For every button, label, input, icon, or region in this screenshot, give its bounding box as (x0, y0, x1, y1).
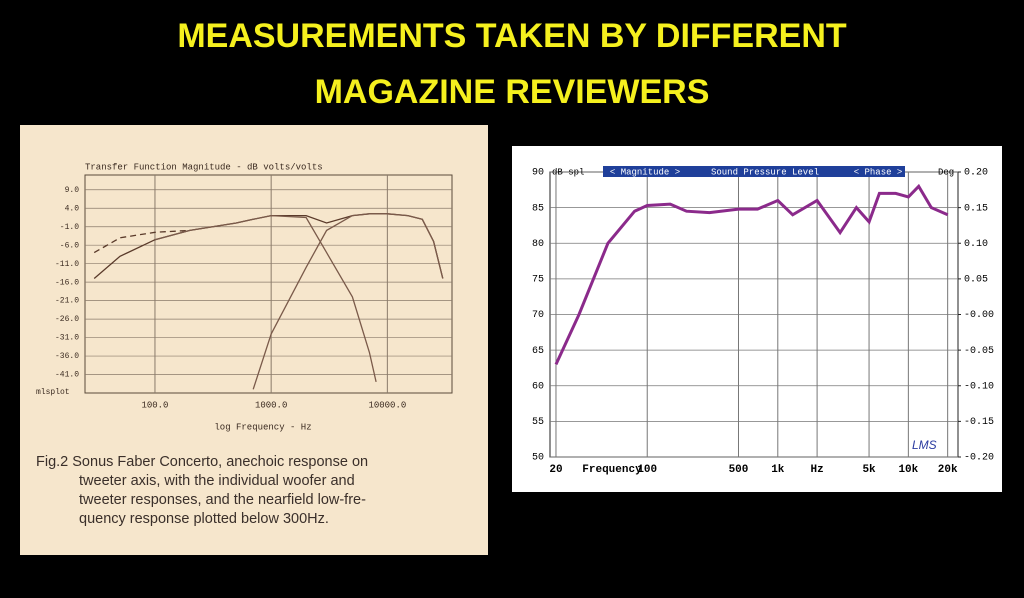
y-tick-label: 65 (532, 346, 544, 357)
y-axis-label: dB spl (552, 167, 584, 177)
y-tick-label: 4.0 (65, 204, 80, 213)
y-tick-label: -11.0 (55, 260, 79, 269)
chart-title: < Magnitude > (610, 167, 680, 177)
y-tick-label: 90 (532, 168, 544, 179)
x-tick-label: 10k (898, 464, 918, 476)
caption-line: Fig.2 Sonus Faber Concerto, anechoic res… (36, 454, 368, 470)
right-panel (512, 146, 1002, 492)
chart-title: < Phase > (854, 167, 903, 177)
y2-tick-label: -0.15 (964, 417, 994, 428)
chart-title: Sound Pressure Level (711, 167, 819, 177)
y2-tick-label: -0.05 (964, 346, 994, 357)
y2-tick-label: -0.00 (964, 310, 994, 321)
y-tick-label: 60 (532, 381, 544, 392)
series-line (252, 213, 444, 390)
y-tick-label: 80 (532, 239, 544, 250)
y-tick-label: 9.0 (65, 186, 80, 195)
x-tick-label: 100.0 (141, 400, 168, 410)
caption-line: tweeter axis, with the individual woofer… (79, 473, 355, 489)
y-tick-label: 75 (532, 275, 544, 286)
y-tick-label: -1.0 (60, 223, 79, 232)
y-tick-label: -36.0 (55, 352, 79, 361)
y-tick-label: -16.0 (55, 278, 79, 287)
x-tick-label: 1000.0 (255, 400, 287, 410)
y-tick-label: -31.0 (55, 334, 79, 343)
y-tick-label: 70 (532, 310, 544, 321)
y-tick-label: -6.0 (60, 241, 79, 250)
series-line (554, 183, 949, 366)
y-tick-label: -21.0 (55, 297, 79, 306)
caption-line: quency response plotted below 300Hz. (79, 511, 329, 527)
y2-axis-label: Deg (938, 167, 954, 177)
left-panel (20, 125, 488, 555)
x-tick-label: 10000.0 (368, 400, 406, 410)
series-line (93, 229, 190, 254)
series-line (154, 214, 377, 383)
brand: LMS (912, 438, 937, 452)
title-bar (603, 166, 905, 177)
y-tick-label: 85 (532, 203, 544, 214)
y-tick-label: 50 (532, 453, 544, 464)
y-tick-label: -41.0 (55, 371, 79, 380)
y2-tick-label: -0.20 (964, 453, 994, 464)
y-tick-label: 55 (532, 417, 544, 428)
y2-tick-label: -0.10 (964, 381, 994, 392)
corner-label: mlsplot (36, 388, 70, 397)
x-tick-label: Hz (810, 464, 823, 476)
x-tick-label: 1k (771, 464, 785, 476)
caption-line: tweeter responses, and the nearfield low… (79, 492, 366, 508)
y2-tick-label: 0.15 (964, 203, 988, 214)
x-tick-label: 20 (549, 464, 562, 476)
slide-title: MAGAZINE REVIEWERS (315, 73, 710, 111)
chart-title: Transfer Function Magnitude - dB volts/v… (85, 162, 323, 172)
x-tick-label: 100 (637, 464, 657, 476)
x-tick-label: 20k (938, 464, 958, 476)
x-tick-label: 5k (862, 464, 876, 476)
y-tick-label: -26.0 (55, 315, 79, 324)
y2-tick-label: 0.10 (964, 239, 988, 250)
y2-tick-label: 0.20 (964, 168, 988, 179)
plot-area (84, 174, 453, 394)
x-tick-label: 500 (729, 464, 749, 476)
x-axis-label: log Frequency - Hz (214, 422, 311, 432)
y2-tick-label: 0.05 (964, 275, 988, 286)
slide-title: MEASUREMENTS TAKEN BY DIFFERENT (177, 17, 847, 55)
x-axis-label: Frequency (582, 464, 642, 476)
